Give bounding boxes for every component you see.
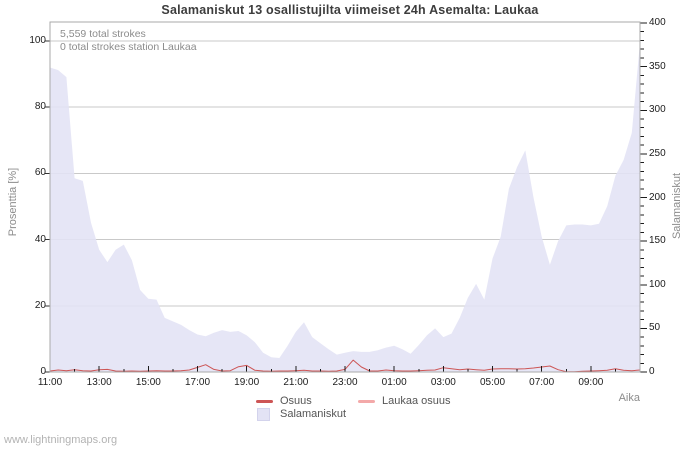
x-axis-tick-label: 07:00 <box>529 377 555 388</box>
right-axis-tick-label: 150 <box>649 235 666 247</box>
chart-title: Salamaniskut 13 osallistujilta viimeiset… <box>161 3 539 17</box>
x-axis-tick-label: 21:00 <box>283 377 309 388</box>
legend-laukaa-label: Laukaa osuus <box>382 395 451 407</box>
right-axis-tick-label: 400 <box>649 17 666 28</box>
x-axis-title: Aika <box>618 392 640 404</box>
x-axis-tick-label: 03:00 <box>430 377 456 388</box>
x-axis-tick-label: 13:00 <box>86 377 112 388</box>
legend-osuus-swatch <box>256 400 273 403</box>
legend-salamaniskut-swatch <box>257 408 270 421</box>
right-axis-tick-label: 300 <box>649 104 666 116</box>
right-axis-tick-label: 250 <box>649 147 666 159</box>
left-axis-tick-label: 0 <box>40 366 46 377</box>
x-axis-tick-label: 11:00 <box>37 377 63 388</box>
legend-laukaa-swatch <box>358 400 375 403</box>
x-axis-tick-label: 19:00 <box>234 377 260 388</box>
x-axis-tick-label: 23:00 <box>332 377 358 388</box>
x-axis-tick-label: 17:00 <box>184 377 211 388</box>
salamaniskut-area-series <box>50 42 640 372</box>
right-axis-tick-label: 350 <box>649 60 666 72</box>
left-axis-tick-label: 20 <box>34 299 46 311</box>
right-axis-tick-label: 200 <box>649 191 666 203</box>
left-axis-tick-label: 60 <box>34 167 46 179</box>
x-axis-tick-label: 09:00 <box>578 377 604 388</box>
left-axis-tick-label: 100 <box>29 35 46 46</box>
x-axis-tick-label: 15:00 <box>135 377 161 388</box>
left-axis-tick-label: 40 <box>34 233 46 245</box>
right-axis-tick-label: 100 <box>649 278 666 290</box>
x-axis-tick-label: 01:00 <box>381 377 407 388</box>
annotation-total-strokes: 5,559 total strokes <box>60 28 146 40</box>
right-axis-tick-label: 0 <box>649 366 655 377</box>
plot-frame <box>49 21 641 373</box>
legend-osuus-label: Osuus <box>280 395 312 407</box>
left-axis-tick-label: 80 <box>34 101 46 113</box>
legend-salamaniskut-label: Salamaniskut <box>280 408 347 420</box>
annotation-station-strokes: 0 total strokes station Laukaa <box>60 41 197 53</box>
x-axis-tick-label: 05:00 <box>479 377 506 388</box>
watermark: www.lightningmaps.org <box>4 434 118 446</box>
right-axis-tick-label: 50 <box>649 322 661 334</box>
